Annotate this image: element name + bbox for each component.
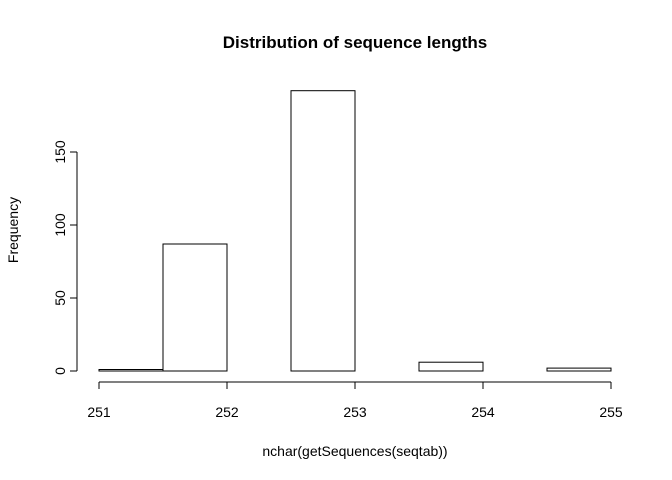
x-tick-label-1: 252 bbox=[215, 404, 239, 420]
y-axis: 0 50 100 150 bbox=[52, 140, 78, 375]
x-axis-label: nchar(getSequences(seqtab)) bbox=[262, 443, 447, 459]
x-tick-label-4: 255 bbox=[599, 404, 623, 420]
histogram-bar-1 bbox=[162, 243, 228, 372]
chart-title: Distribution of sequence lengths bbox=[223, 33, 487, 52]
y-tick-label-1: 50 bbox=[52, 290, 68, 306]
bars-group bbox=[98, 90, 612, 372]
histogram-bar-7 bbox=[546, 367, 612, 372]
y-tick-label-0: 0 bbox=[52, 367, 68, 375]
x-axis: 251 252 253 254 255 bbox=[87, 381, 623, 420]
x-tick-label-2: 253 bbox=[343, 404, 367, 420]
y-tick-label-3: 150 bbox=[52, 140, 68, 164]
x-tick-label-0: 251 bbox=[87, 404, 111, 420]
x-tick-label-3: 254 bbox=[471, 404, 495, 420]
histogram-bar-3 bbox=[290, 90, 356, 372]
y-tick-label-2: 100 bbox=[52, 213, 68, 237]
histogram-bar-0 bbox=[98, 369, 164, 372]
y-axis-label: Frequency bbox=[5, 197, 21, 263]
histogram-bar-5 bbox=[418, 361, 484, 372]
